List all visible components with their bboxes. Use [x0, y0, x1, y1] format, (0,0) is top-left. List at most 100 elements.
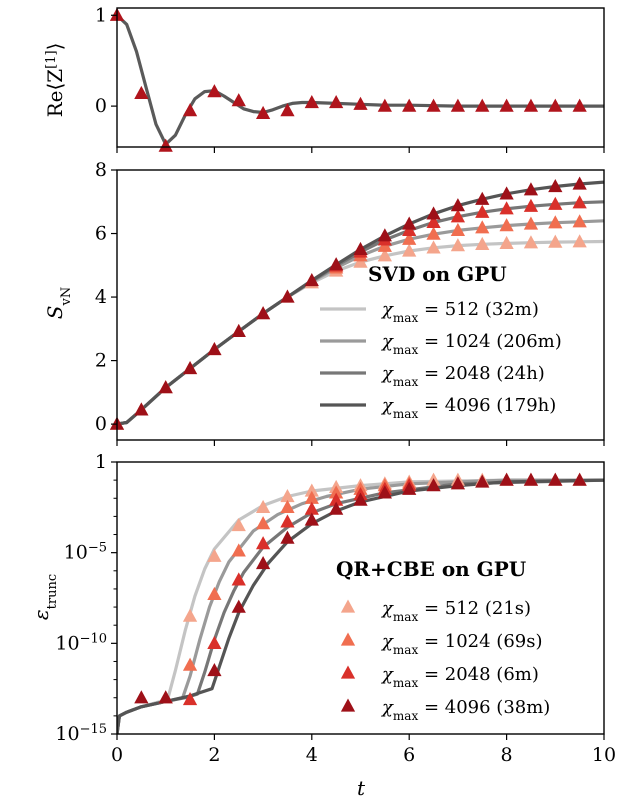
middle-ylabel: SvN: [43, 287, 74, 319]
legend-qrcbe-swatch-2048: [340, 665, 356, 679]
bottom-xtick-label: 6: [403, 744, 415, 766]
middle-marker-512-13: [426, 240, 441, 254]
middle-marker-4096-2: [158, 380, 173, 394]
top-marker-0-7: [280, 103, 295, 117]
bottom-marker-1024-3: [255, 516, 271, 530]
middle-ytick-label: 4: [95, 286, 107, 308]
bottom-ytick-label: 10−10: [55, 631, 107, 655]
top-ytick-label: 0: [95, 95, 107, 117]
top-marker-0-10: [353, 96, 368, 110]
bottom-marker-4096-16: [548, 472, 563, 486]
bottom-marker-512-2: [207, 548, 222, 562]
bottom-marker-1024-0: [182, 657, 198, 671]
bottom-ytick-label: 10−5: [64, 540, 107, 564]
middle-marker-512-18: [548, 234, 563, 248]
bottom-marker-4096-2: [207, 663, 222, 677]
bottom-marker-4096-3: [231, 599, 246, 613]
bottom-marker-2048-4: [280, 514, 295, 528]
middle-line-4096: [117, 180, 604, 426]
middle-marker-4096-8: [304, 273, 319, 287]
legend-svd-label-2048: χmax = 2048 (24h): [380, 363, 545, 389]
middle-marker-4096-1: [134, 402, 149, 416]
bottom-marker-4096-6: [304, 512, 319, 526]
top-marker-0-17: [523, 98, 539, 112]
bottom-ylabel: εtrunc: [29, 574, 60, 620]
middle-marker-4096-6: [255, 306, 271, 320]
middle-marker-4096-9: [329, 257, 344, 271]
middle-marker-512-15: [475, 236, 490, 250]
legend-svd-label-4096: χmax = 4096 (179h): [380, 395, 556, 421]
top-marker-0-8: [304, 94, 319, 109]
top-marker-0-2: [158, 138, 173, 152]
legend-qrcbe-swatch-1024: [340, 632, 356, 646]
top-marker-0-14: [450, 98, 466, 112]
legend-svd-label-512: χmax = 512 (32m): [380, 299, 539, 325]
bottom-ytick-label: 10−15: [55, 722, 107, 746]
legend-svd: SVD on GPU χmax = 512 (32m) χmax = 1024 (…: [320, 262, 562, 421]
legend-svd-label-1024: χmax = 1024 (206m): [380, 331, 562, 357]
bottom-marker-512-1: [182, 608, 198, 622]
bottom-marker-512-6: [304, 483, 319, 497]
bottom-marker-1024-5: [304, 490, 319, 504]
bottom-marker-4096-5: [280, 530, 295, 544]
middle-marker-1024-10: [572, 214, 587, 228]
bottom-xlabel: t: [357, 776, 366, 800]
bottom-marker-2048-5: [304, 501, 319, 515]
middle-marker-2048-8: [523, 198, 539, 212]
bottom-xtick-label: 4: [306, 744, 318, 766]
top-marker-0-1: [134, 85, 149, 100]
bottom-marker-2048-3: [255, 536, 271, 550]
legend-qrcbe-swatch-4096: [340, 698, 356, 712]
top-marker-0-15: [475, 98, 490, 112]
bottom-marker-1024-2: [231, 543, 246, 557]
legend-qrcbe-label-4096: χmax = 4096 (38m): [380, 697, 550, 723]
bottom-marker-4096-0: [134, 690, 149, 704]
middle-marker-4096-18: [548, 179, 563, 193]
middle-marker-4096-3: [182, 361, 198, 375]
top-marker-0-3: [182, 103, 198, 117]
middle-marker-1024-7: [499, 218, 514, 232]
middle-marker-2048-6: [475, 204, 490, 218]
middle-ytick-label: 6: [95, 223, 107, 245]
middle-marker-512-11: [377, 248, 392, 262]
bottom-marker-4096-4: [255, 556, 271, 570]
panel-middle: 0 2 4 6 8: [95, 159, 605, 446]
bottom-axes-frame: [116, 461, 605, 735]
legend-qrcbe-label-2048: χmax = 2048 (6m): [380, 664, 539, 690]
middle-marker-4096-15: [475, 191, 490, 205]
middle-ytick-label: 0: [95, 413, 107, 435]
bottom-marker-4096-1: [158, 690, 173, 704]
bottom-line-4096: [117, 478, 604, 734]
bottom-marker-4096-10: [402, 481, 417, 495]
top-marker-0-19: [572, 98, 587, 112]
middle-marker-512-14: [450, 238, 466, 252]
bottom-marker-2048-2: [231, 572, 246, 586]
bottom-marker-4096-13: [475, 474, 490, 488]
top-line-0: [117, 14, 604, 146]
top-marker-0-12: [402, 98, 417, 112]
bottom-xtick-label: 10: [592, 744, 616, 766]
middle-marker-2048-10: [572, 195, 587, 209]
legend-qrcbe-swatch-512: [340, 599, 356, 613]
middle-marker-4096-11: [377, 228, 392, 242]
middle-marker-4096-10: [353, 241, 368, 256]
middle-marker-512-16: [499, 235, 514, 250]
bottom-marker-1024-1: [207, 586, 222, 600]
bottom-marker-512-3: [231, 517, 246, 532]
bottom-marker-4096-7: [329, 501, 344, 515]
middle-marker-512-12: [402, 243, 417, 257]
middle-marker-1024-3: [402, 231, 417, 245]
middle-marker-4096-16: [499, 186, 514, 200]
middle-ytick-label: 2: [95, 350, 107, 372]
middle-marker-4096-4: [207, 341, 222, 356]
panel-top: 10: [95, 4, 605, 153]
middle-marker-512-19: [572, 234, 587, 248]
top-marker-0-5: [231, 93, 246, 107]
middle-marker-1024-5: [450, 222, 466, 236]
middle-marker-1024-6: [475, 220, 490, 234]
bottom-marker-4096-14: [499, 472, 514, 486]
bottom-xtick-label: 8: [501, 744, 513, 766]
legend-qrcbe-label-1024: χmax = 1024 (69s): [380, 631, 542, 657]
middle-marker-1024-4: [426, 226, 441, 240]
